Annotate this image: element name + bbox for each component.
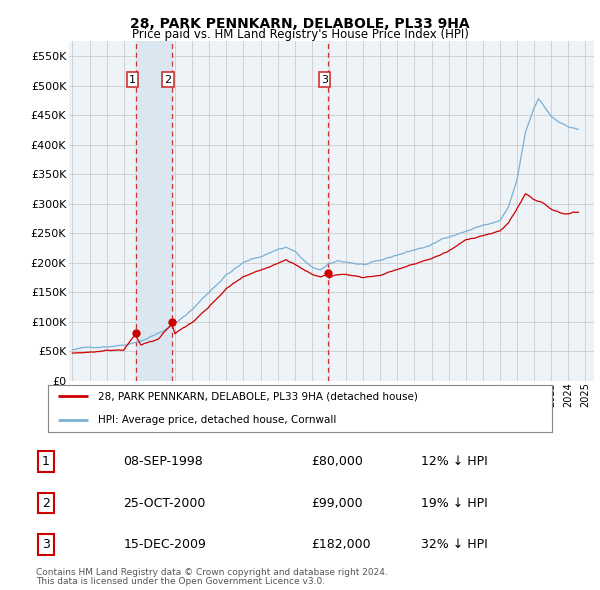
- Text: 2: 2: [42, 497, 50, 510]
- Text: 1: 1: [129, 75, 136, 84]
- Text: 3: 3: [42, 538, 50, 551]
- Bar: [136, 41, 172, 381]
- Text: 1: 1: [42, 455, 50, 468]
- Text: 32% ↓ HPI: 32% ↓ HPI: [421, 538, 488, 551]
- Text: Contains HM Land Registry data © Crown copyright and database right 2024.: Contains HM Land Registry data © Crown c…: [36, 568, 388, 577]
- Text: Price paid vs. HM Land Registry's House Price Index (HPI): Price paid vs. HM Land Registry's House …: [131, 28, 469, 41]
- Text: 28, PARK PENNKARN, DELABOLE, PL33 9HA (detached house): 28, PARK PENNKARN, DELABOLE, PL33 9HA (d…: [98, 392, 418, 401]
- Text: 3: 3: [321, 75, 328, 84]
- Text: 28, PARK PENNKARN, DELABOLE, PL33 9HA: 28, PARK PENNKARN, DELABOLE, PL33 9HA: [130, 17, 470, 31]
- Text: £80,000: £80,000: [311, 455, 363, 468]
- Text: 08-SEP-1998: 08-SEP-1998: [124, 455, 203, 468]
- Text: HPI: Average price, detached house, Cornwall: HPI: Average price, detached house, Corn…: [98, 415, 337, 425]
- Text: 25-OCT-2000: 25-OCT-2000: [124, 497, 206, 510]
- Text: £99,000: £99,000: [311, 497, 362, 510]
- Text: 19% ↓ HPI: 19% ↓ HPI: [421, 497, 488, 510]
- Text: £182,000: £182,000: [311, 538, 371, 551]
- Text: 12% ↓ HPI: 12% ↓ HPI: [421, 455, 488, 468]
- Text: 15-DEC-2009: 15-DEC-2009: [124, 538, 206, 551]
- Text: 2: 2: [164, 75, 172, 84]
- Text: This data is licensed under the Open Government Licence v3.0.: This data is licensed under the Open Gov…: [36, 578, 325, 586]
